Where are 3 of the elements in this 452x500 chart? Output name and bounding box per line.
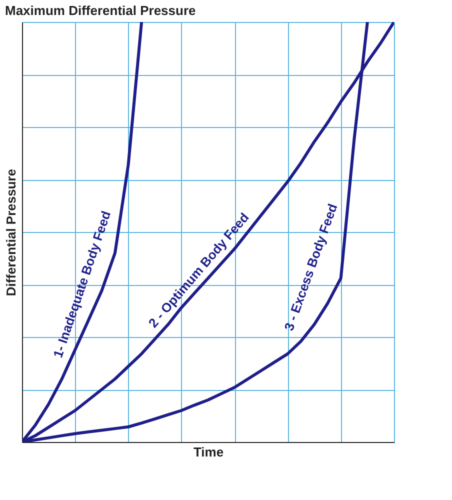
x-axis-title: Time [193,444,224,460]
y-axis-title: Differential Pressure [4,168,18,296]
chart-title: Maximum Differential Pressure [5,3,196,18]
